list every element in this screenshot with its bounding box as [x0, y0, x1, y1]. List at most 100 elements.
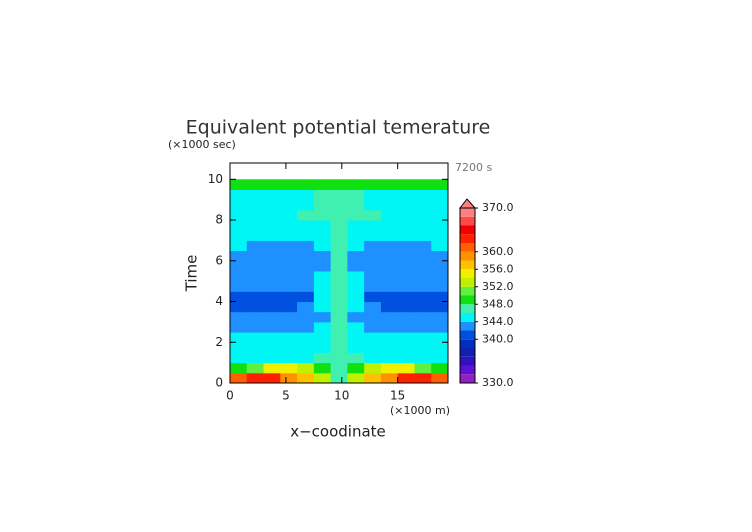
colorbar-tick-label: 330.0 [482, 376, 514, 389]
contour-cell [330, 250, 348, 262]
contour-cell [414, 321, 432, 333]
contour-cell [347, 301, 365, 313]
contour-cell [347, 291, 365, 303]
contour-cell [431, 332, 449, 343]
contour-cell [246, 260, 265, 272]
contour-cell [397, 220, 415, 231]
contour-cell [297, 179, 315, 190]
contour-cell [330, 220, 348, 231]
contour-cell [230, 301, 248, 313]
contour-cell [246, 250, 265, 262]
contour-cell [230, 220, 248, 231]
contour-cell [397, 179, 415, 190]
contour-cell [280, 321, 298, 333]
contour-cell [414, 240, 432, 252]
colorbar-band [460, 304, 475, 313]
contour-cell [431, 372, 449, 384]
contour-cell [380, 352, 399, 364]
contour-cell [397, 332, 415, 343]
x-tick-label: 5 [282, 389, 290, 403]
contour-cell [397, 199, 415, 211]
contour-cell [280, 250, 298, 262]
contour-cell [263, 220, 281, 231]
contour-cell [364, 352, 382, 364]
contour-cell [414, 199, 432, 211]
y-tick-label: 2 [215, 335, 223, 349]
contour-cell [414, 372, 432, 384]
contour-cell [330, 372, 348, 384]
contour-cell [246, 362, 265, 374]
contour-cell [380, 250, 399, 262]
contour-cell [397, 301, 415, 313]
contour-cell [230, 199, 248, 211]
contour-cell [280, 240, 298, 252]
contour-cell [246, 179, 265, 190]
contour-cell [246, 311, 265, 323]
contour-cell [313, 342, 332, 353]
contour-cell [347, 332, 365, 343]
contour-cell [397, 230, 415, 241]
contour-cell [297, 372, 315, 384]
contour-cell [297, 291, 315, 303]
chart-title: Equivalent potential temerature [186, 117, 491, 139]
contour-cell [330, 199, 348, 211]
contour-cell [330, 332, 348, 343]
contour-cell [246, 281, 265, 292]
contour-cell [347, 281, 365, 292]
contour-cell [246, 332, 265, 343]
contour-cell [397, 372, 415, 384]
contour-cell [330, 321, 348, 333]
contour-cell [280, 281, 298, 292]
contour-cell [364, 321, 382, 333]
contour-cell [330, 342, 348, 353]
contour-cell [347, 179, 365, 190]
contour-cell [230, 250, 248, 262]
contour-cell [397, 352, 415, 364]
contour-cell [263, 209, 281, 221]
contour-cell [414, 342, 432, 353]
contour-cell [397, 209, 415, 221]
contour-cell [313, 250, 332, 262]
y-tick-label: 10 [208, 172, 223, 186]
contour-cell [246, 230, 265, 241]
contour-cell [246, 342, 265, 353]
contour-cell [431, 230, 449, 241]
contour-cell [313, 332, 332, 343]
contour-cell [280, 209, 298, 221]
contour-cell [364, 291, 382, 303]
contour-cell [330, 209, 348, 221]
contour-cell [313, 230, 332, 241]
contour-cell [280, 270, 298, 282]
contour-cell [364, 311, 382, 323]
contour-cell [330, 311, 348, 323]
contour-cell [364, 189, 382, 201]
contour-cell [330, 230, 348, 241]
contour-cell [397, 281, 415, 292]
colorbar-tick-label: 344.0 [482, 315, 514, 328]
contour-cell [330, 270, 348, 282]
contour-cell [364, 230, 382, 241]
contour-cell [246, 372, 265, 384]
contour-cell [330, 260, 348, 272]
contour-cell [364, 209, 382, 221]
contour-cell [313, 321, 332, 333]
contour-cell [246, 352, 265, 364]
contour-cell [263, 321, 281, 333]
colorbar-band [460, 356, 475, 366]
contour-cell [246, 240, 265, 252]
contour-cell [297, 352, 315, 364]
contour-cell [431, 199, 449, 211]
colorbar-arrow [458, 198, 477, 209]
contour-cell [297, 270, 315, 282]
contour-cell [280, 362, 298, 374]
colorbar-band [460, 321, 475, 331]
y-tick-label: 0 [215, 376, 223, 390]
contour-cell [431, 291, 449, 303]
contour-cell [380, 311, 399, 323]
colorbar-band [460, 216, 475, 226]
contour-cell [397, 362, 415, 374]
colorbar-band [460, 330, 475, 340]
contour-cell [280, 230, 298, 241]
contour-cell [280, 199, 298, 211]
contour-cell [230, 321, 248, 333]
